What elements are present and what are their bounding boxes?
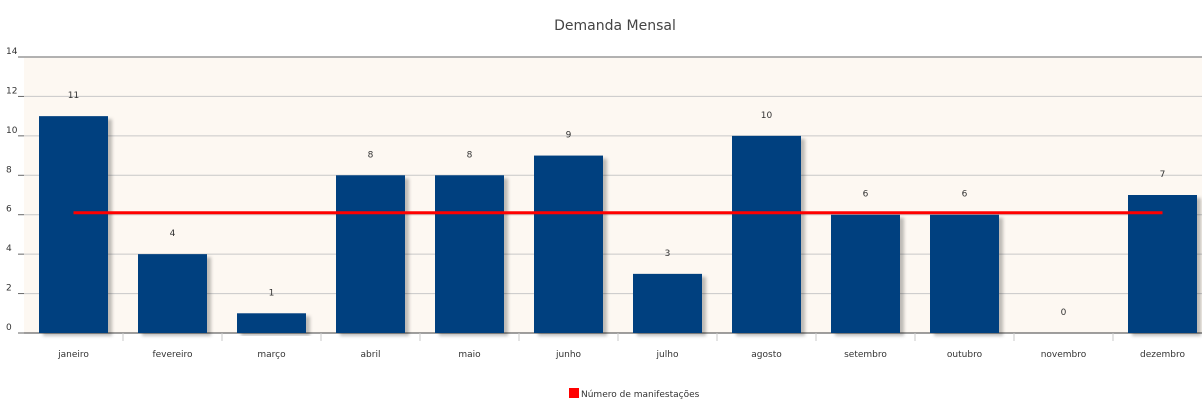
x-tick-label-fevereiro: fevereiro (152, 350, 193, 360)
data-label-julho: 3 (665, 249, 671, 259)
chart-title: Demanda Mensal (554, 18, 676, 34)
x-tick-label-abril: abril (361, 350, 381, 360)
legend-label[interactable]: Número de manifestações (581, 390, 700, 400)
bar-outubro[interactable] (930, 214, 999, 333)
bar-fevereiro[interactable] (138, 254, 207, 333)
bar-agosto[interactable] (732, 135, 801, 333)
bars (39, 116, 1197, 334)
data-label-junho: 9 (566, 131, 572, 141)
data-label-dezembro: 7 (1160, 170, 1166, 180)
bar-março[interactable] (237, 313, 306, 333)
data-label-outubro: 6 (962, 190, 968, 200)
legend[interactable]: Número de manifestações (569, 388, 700, 400)
bar-junho[interactable] (534, 155, 603, 333)
bar-setembro[interactable] (831, 214, 900, 333)
bar-julho[interactable] (633, 273, 702, 333)
x-axis: janeiro fevereiro março abril maio junho julho… (57, 333, 1185, 360)
data-label-novembro: 0 (1061, 308, 1067, 318)
data-label-abril: 8 (368, 150, 374, 160)
bar-janeiro[interactable] (39, 116, 108, 334)
y-tick-label: 8 (6, 165, 12, 175)
bar-maio[interactable] (435, 175, 504, 333)
y-tick-label: 0 (6, 323, 12, 333)
x-tick-label-agosto: agosto (751, 350, 782, 360)
bar-abril[interactable] (336, 175, 405, 333)
y-tick-label: 6 (6, 205, 12, 215)
y-tick-label: 4 (6, 244, 12, 254)
data-label-setembro: 6 (863, 190, 869, 200)
legend-swatch-icon[interactable] (569, 388, 579, 398)
grid-lines (24, 56, 1202, 334)
x-tick-label-março: março (257, 350, 286, 360)
x-tick-label-novembro: novembro (1041, 350, 1087, 360)
data-label-fevereiro: 4 (170, 229, 176, 239)
x-tick-label-setembro: setembro (844, 350, 887, 360)
y-axis: 0 2 4 6 8 10 12 14 (6, 47, 24, 334)
data-label-agosto: 10 (761, 111, 773, 121)
x-tick-label-julho: julho (656, 350, 679, 360)
bar-dezembro[interactable] (1128, 195, 1197, 333)
x-tick-label-junho: junho (555, 350, 582, 360)
y-tick-label: 10 (6, 126, 18, 136)
y-tick-label: 14 (6, 47, 18, 57)
x-tick-label-maio: maio (458, 350, 481, 360)
plot-area (24, 57, 1202, 333)
x-tick-label-dezembro: dezembro (1140, 350, 1185, 360)
data-label-maio: 8 (467, 150, 473, 160)
y-tick-label: 2 (6, 284, 12, 294)
data-label-janeiro: 11 (68, 91, 79, 101)
data-label-março: 1 (269, 288, 275, 298)
y-tick-label: 12 (6, 86, 17, 96)
x-tick-label-janeiro: janeiro (57, 350, 89, 360)
data-labels: 11 4 1 8 8 9 3 10 6 6 0 7 (68, 91, 1166, 318)
x-tick-label-outubro: outubro (947, 350, 983, 360)
